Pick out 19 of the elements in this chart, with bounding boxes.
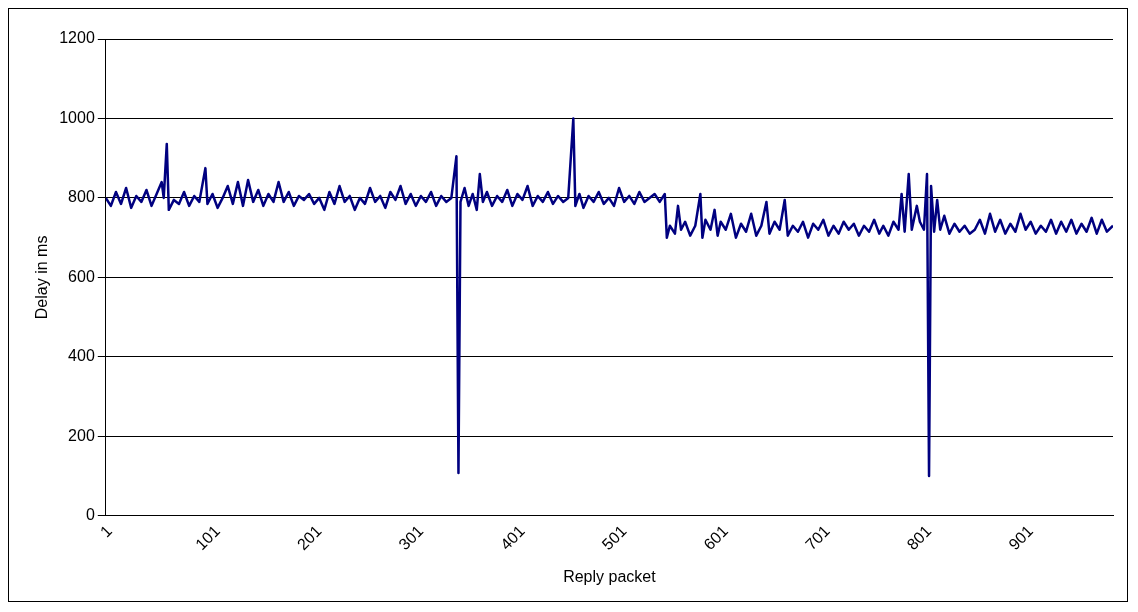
- y-tick-label: 400: [68, 347, 95, 365]
- y-tick-label: 800: [68, 188, 95, 206]
- x-tick-label: 301: [395, 522, 427, 554]
- y-tick-label: 200: [68, 426, 95, 444]
- x-tick-label: 701: [801, 522, 833, 554]
- y-tick-label: 600: [68, 267, 95, 285]
- x-tick-label: 101: [192, 522, 224, 554]
- x-tick-label: 901: [1005, 522, 1037, 554]
- x-tick-label: 501: [598, 522, 630, 554]
- x-tick-label: 601: [700, 522, 732, 554]
- x-tick-label: 401: [497, 522, 529, 554]
- x-tick-label: 1: [96, 521, 116, 541]
- y-tick-label: 1000: [59, 108, 95, 126]
- y-axis-title: Delay in ms: [33, 235, 51, 320]
- y-tick-label: 1200: [59, 29, 95, 47]
- x-tick-label: 201: [293, 522, 325, 554]
- x-tick-label: 801: [903, 522, 935, 554]
- x-axis-title: Reply packet: [563, 567, 657, 585]
- y-tick-label: 0: [85, 506, 95, 524]
